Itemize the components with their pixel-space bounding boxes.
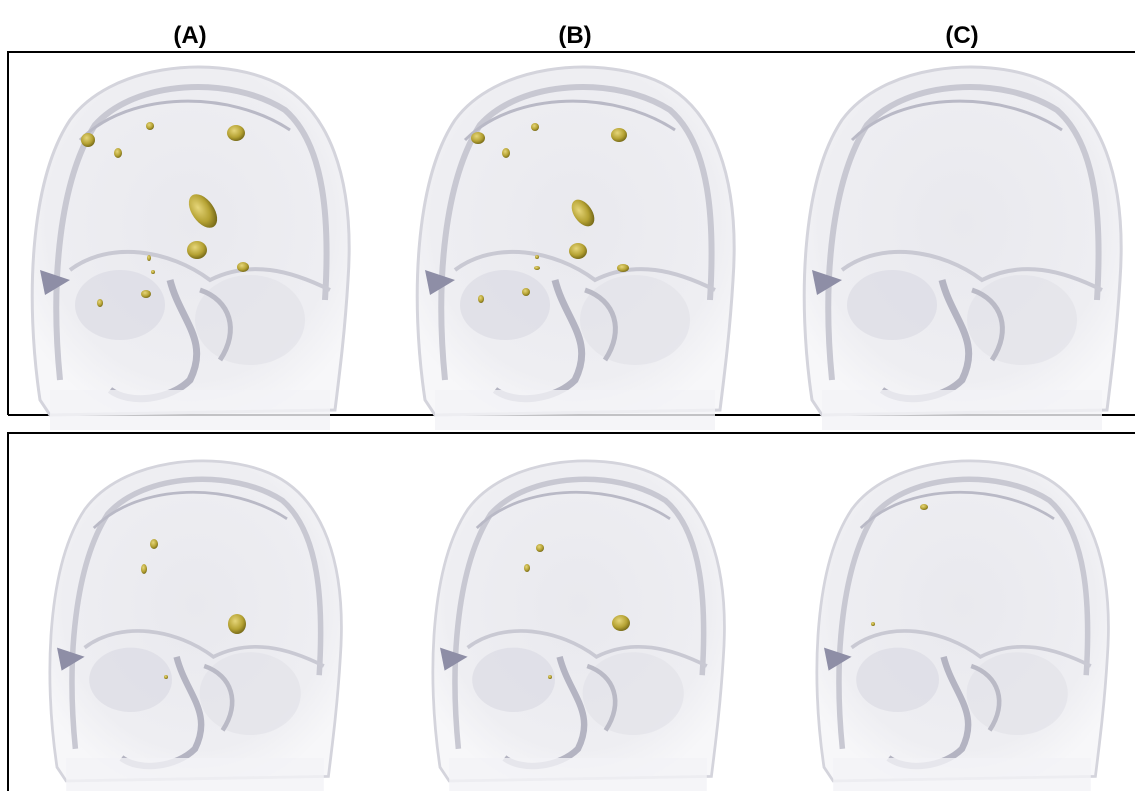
figure: (A) (B) (C) [0,0,1135,791]
panels [0,0,1135,791]
skull-render [817,461,1109,791]
skull-render [50,461,342,791]
skull-render [804,67,1121,430]
skull-render [433,461,725,791]
